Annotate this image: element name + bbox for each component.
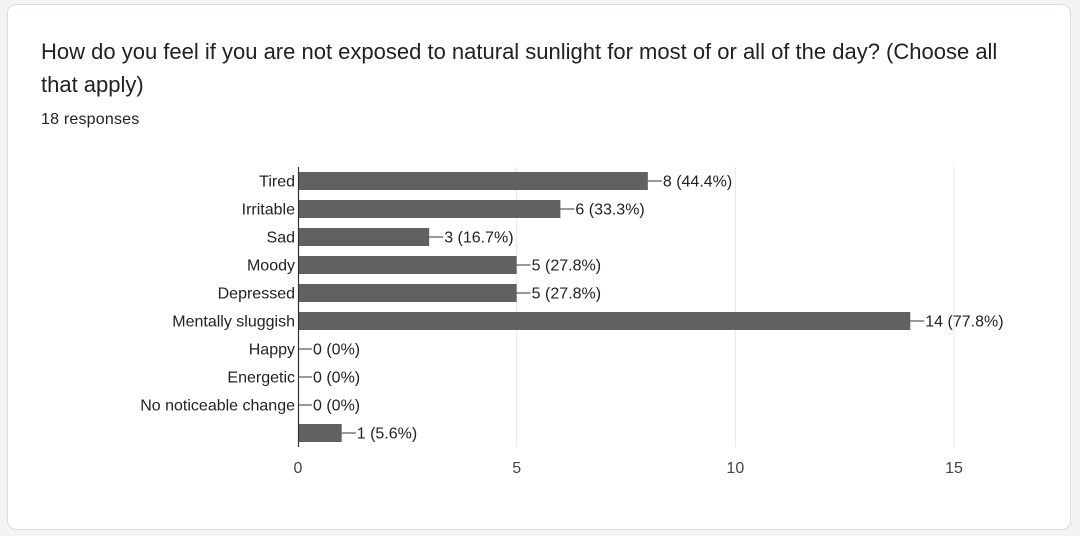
category-label: Mentally sluggish <box>172 314 295 331</box>
category-label: Tired <box>259 174 295 191</box>
bar <box>298 172 648 190</box>
question-card: How do you feel if you are not exposed t… <box>7 4 1071 530</box>
category-label: Energetic <box>227 370 295 387</box>
data-label: 6 (33.3%) <box>575 202 644 219</box>
bar <box>298 424 342 442</box>
data-label: 14 (77.8%) <box>925 314 1003 331</box>
response-count: 18 responses <box>41 111 140 128</box>
bar <box>298 256 517 274</box>
category-label: Depressed <box>218 286 295 303</box>
data-label: 3 (16.7%) <box>444 230 513 247</box>
bar <box>298 228 430 246</box>
bar <box>298 312 911 330</box>
data-label: 5 (27.8%) <box>532 286 601 303</box>
x-tick-label: 10 <box>726 460 744 477</box>
bar <box>298 284 517 302</box>
category-label: Sad <box>267 230 295 247</box>
x-tick-label: 15 <box>945 460 963 477</box>
data-label: 0 (0%) <box>313 370 360 387</box>
category-label: Happy <box>249 342 295 359</box>
bars <box>298 172 925 442</box>
data-label: 1 (5.6%) <box>357 426 417 443</box>
bar-chart: 0 5 10 15 8 (44.4%) Tired 6 (33.3%) Irritable 3 … <box>140 167 1004 478</box>
labels: 0 5 10 15 8 (44.4%) Tired 6 (33.3%) Irritable 3 … <box>140 174 1003 478</box>
bar <box>298 200 561 218</box>
data-label: 0 (0%) <box>313 342 360 359</box>
x-tick-label: 5 <box>512 460 521 477</box>
category-label: No noticeable change <box>140 398 295 415</box>
category-label: Irritable <box>242 202 295 219</box>
data-label: 0 (0%) <box>313 398 360 415</box>
question-title: How do you feel if you are not exposed t… <box>41 39 998 97</box>
data-label: 5 (27.8%) <box>532 258 601 275</box>
data-label: 8 (44.4%) <box>663 174 732 191</box>
category-label: Moody <box>247 258 295 275</box>
x-tick-label: 0 <box>294 460 303 477</box>
